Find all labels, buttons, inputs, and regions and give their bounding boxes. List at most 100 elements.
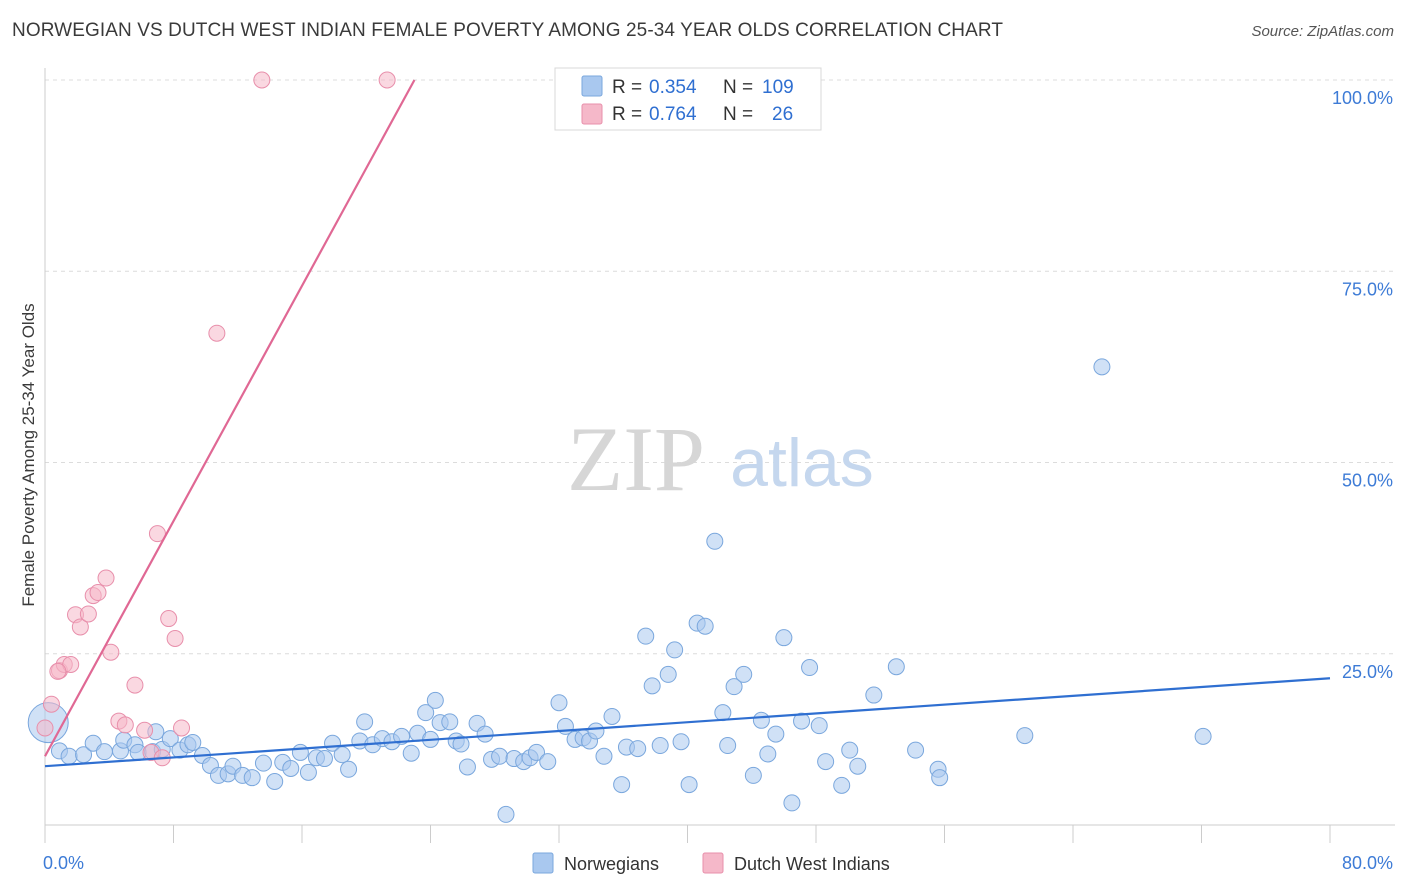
scatter-point: [810, 717, 828, 735]
norwegians-points: [27, 358, 1212, 823]
watermark-atlas: atlas: [730, 425, 874, 501]
scatter-point: [643, 677, 661, 695]
scatter-point: [775, 629, 793, 647]
legend-r-value: 0.764: [649, 104, 697, 125]
scatter-point: [1093, 358, 1111, 376]
scatter-point: [887, 658, 905, 676]
scatter-point: [666, 641, 684, 659]
y-axis-label: Female Poverty Among 25-34 Year Olds: [19, 303, 38, 606]
scatter-point: [356, 713, 374, 731]
scatter-point: [539, 753, 557, 771]
scatter-point: [672, 733, 690, 751]
scatter-point: [452, 735, 470, 753]
scatter-point: [315, 750, 333, 768]
legend-r-label: R =: [612, 77, 642, 98]
scatter-point: [491, 747, 509, 765]
grid-lines: [45, 79, 1395, 655]
scatter-point: [744, 766, 762, 784]
scatter-point: [841, 741, 859, 759]
scatter-point: [629, 740, 647, 758]
trend-lines: [44, 79, 1331, 768]
legend-series-name: Norwegians: [564, 854, 659, 874]
scatter-point: [36, 719, 54, 737]
scatter-point: [680, 776, 698, 794]
scatter-point: [136, 721, 154, 739]
scatter-point: [587, 722, 605, 740]
scatter-point: [550, 694, 568, 712]
scatter-point: [651, 737, 669, 755]
scatter-point: [79, 605, 97, 623]
scatter-point: [476, 725, 494, 743]
scatter-point: [441, 713, 459, 731]
scatter-point: [613, 776, 631, 794]
legend-series-name: Dutch West Indians: [734, 854, 890, 874]
legend-swatch-dutch-west-indians: [581, 103, 603, 125]
scatter-point: [528, 743, 546, 761]
legend-swatch-dutch-west-indians: [702, 852, 724, 874]
scatter-point: [333, 746, 351, 764]
watermark-zip: ZIP: [567, 408, 705, 510]
scatter-point: [378, 71, 396, 89]
legend-r-label: R =: [612, 104, 642, 125]
scatter-point: [833, 776, 851, 794]
scatter-point: [282, 760, 300, 777]
scatter-point: [801, 659, 819, 677]
chart-title: NORWEGIAN VS DUTCH WEST INDIAN FEMALE PO…: [12, 20, 1004, 41]
legend-n-label: N =: [723, 104, 753, 125]
scatter-point: [116, 716, 134, 734]
scatter-point: [752, 711, 770, 729]
scatter-point: [793, 712, 811, 730]
y-tick-label: 100.0%: [1332, 88, 1393, 108]
scatter-point: [497, 805, 515, 823]
axes: [44, 68, 1395, 843]
scatter-point: [817, 753, 835, 771]
legend-swatch-norwegians: [581, 75, 603, 97]
y-tick-label: 50.0%: [1342, 471, 1393, 491]
scatter-point: [417, 704, 435, 722]
scatter-point: [735, 665, 753, 683]
scatter-point: [849, 757, 867, 775]
scatter-point: [931, 769, 949, 787]
scatter-point: [696, 617, 714, 635]
scatter-point: [719, 737, 737, 755]
scatter-point: [49, 662, 67, 680]
scatter-point: [166, 629, 184, 647]
legend-r-value: 0.354: [649, 77, 697, 98]
scatter-point: [393, 727, 411, 745]
scatter-point: [706, 532, 724, 550]
scatter-point: [402, 744, 420, 762]
scatter-point: [340, 760, 358, 778]
legend-n-value: 26: [772, 104, 793, 125]
scatter-point: [161, 730, 179, 748]
scatter-point: [254, 754, 272, 772]
y-tick-labels: 100.0% 75.0% 50.0% 25.0%: [1332, 88, 1393, 682]
x-tick-label: 0.0%: [43, 853, 84, 873]
scatter-point: [1016, 727, 1034, 745]
scatter-point: [266, 773, 284, 791]
x-tick-labels: 0.0% 80.0%: [43, 853, 1393, 873]
scatter-point: [637, 627, 655, 645]
scatter-point: [60, 747, 78, 765]
legend-n-label: N =: [723, 77, 753, 98]
scatter-point: [907, 741, 925, 759]
dutch-west-indians-points: [36, 71, 396, 767]
scatter-point: [126, 676, 144, 694]
scatter-point: [208, 324, 226, 342]
x-tick-label: 80.0%: [1342, 853, 1393, 873]
trend-line: [44, 79, 416, 757]
y-tick-label: 75.0%: [1342, 279, 1393, 299]
trend-line: [44, 677, 1331, 768]
scatter-point: [71, 618, 89, 636]
scatter-point: [603, 707, 621, 725]
legend-swatch-norwegians: [532, 852, 554, 874]
scatter-point: [243, 769, 261, 787]
source-label: Source: ZipAtlas.com: [1251, 23, 1394, 40]
scatter-point: [595, 747, 613, 765]
correlation-legend: R = 0.354 N = 109 R = 0.764 N = 26: [554, 67, 822, 131]
scatter-point: [865, 686, 883, 704]
scatter-point: [1194, 727, 1212, 745]
scatter-point: [659, 665, 677, 683]
scatter-point: [253, 71, 271, 89]
scatter-point: [783, 794, 801, 812]
